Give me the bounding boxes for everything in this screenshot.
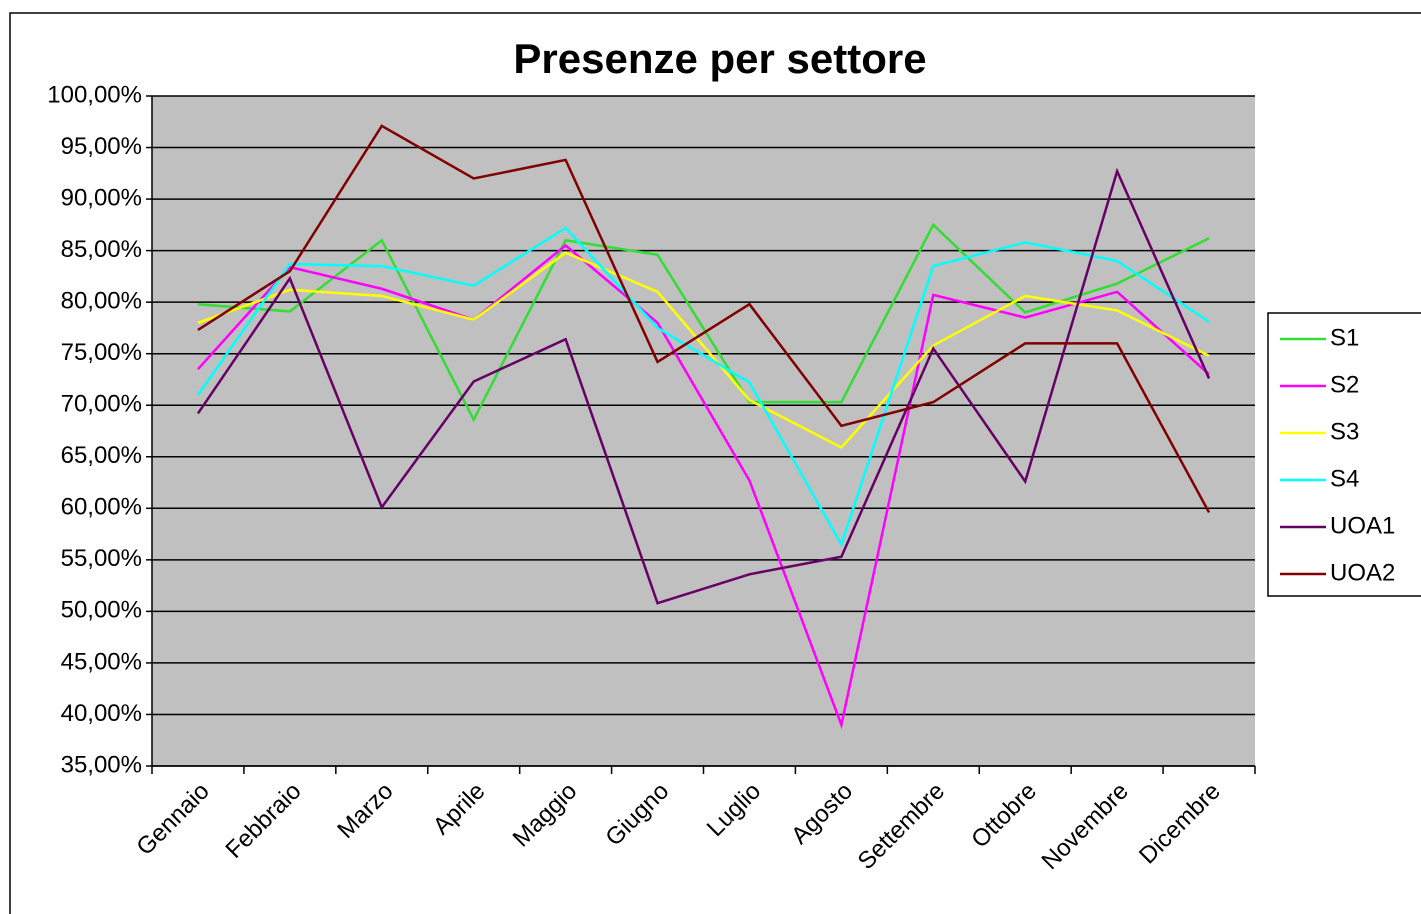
legend-label: S1 [1330, 324, 1359, 351]
y-tick-label: 95,00% [61, 133, 142, 160]
legend-box [1267, 312, 1421, 597]
y-tick-label: 80,00% [61, 287, 142, 314]
series-line [196, 226, 1210, 548]
y-tick-label: 70,00% [61, 391, 142, 418]
y-tick-label: 40,00% [61, 700, 142, 727]
legend-label: UOA2 [1330, 559, 1395, 586]
plot-area [152, 96, 1255, 766]
series-line [197, 243, 1210, 730]
y-tick-label: 100,00% [47, 81, 142, 108]
legend-label: S3 [1330, 418, 1359, 445]
series-line [197, 251, 1210, 450]
y-tick-label: 50,00% [61, 597, 142, 624]
y-tick-label: 90,00% [61, 184, 142, 211]
series-line [197, 124, 1211, 514]
y-tick-label: 55,00% [61, 545, 142, 572]
series-line [196, 167, 1211, 605]
y-tick-label: 35,00% [61, 751, 142, 778]
chart-title: Presenze per settore [513, 35, 926, 82]
legend-label: S4 [1330, 465, 1359, 492]
legend-label: S2 [1330, 371, 1359, 398]
legend-label: UOA1 [1330, 512, 1395, 539]
y-tick-label: 45,00% [61, 648, 142, 675]
y-tick-label: 65,00% [61, 442, 142, 469]
y-tick-label: 60,00% [61, 494, 142, 521]
series-line [197, 222, 1210, 423]
y-tick-label: 85,00% [61, 236, 142, 263]
y-tick-label: 75,00% [61, 339, 142, 366]
